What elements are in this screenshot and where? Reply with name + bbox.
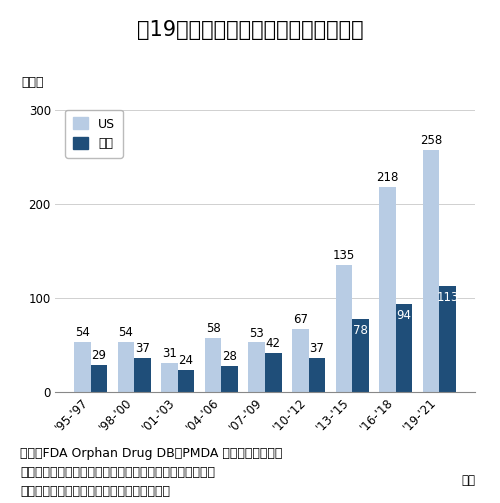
Text: 暦年: 暦年 (461, 474, 475, 487)
Bar (292, 329, 308, 392)
Text: 113: 113 (436, 291, 459, 304)
Text: 29: 29 (92, 349, 106, 362)
Text: 42: 42 (266, 337, 281, 350)
Text: 図19　オーファン指定品目の承認状況: 図19 オーファン指定品目の承認状況 (136, 20, 364, 40)
Bar (308, 358, 325, 392)
Text: 37: 37 (310, 342, 324, 355)
Bar (396, 304, 412, 392)
Text: 78: 78 (353, 323, 368, 337)
Text: 94: 94 (396, 308, 411, 321)
Text: 53: 53 (250, 326, 264, 340)
Text: 54: 54 (75, 326, 90, 339)
Text: 28: 28 (222, 350, 237, 363)
Bar (379, 187, 396, 392)
Text: 135: 135 (333, 249, 355, 263)
Text: 出所：FDA Orphan Drug DB、PMDA 希少疾病用医薬品
　　　指定品目一覧表・希少疾病用再生医療等製品一覧表
　　　をもとに医薬産業政策研究所に: 出所：FDA Orphan Drug DB、PMDA 希少疾病用医薬品 指定品目… (20, 447, 282, 498)
Bar (74, 342, 90, 392)
Bar (440, 286, 456, 392)
Bar (134, 358, 151, 392)
Text: 218: 218 (376, 172, 398, 185)
Text: 67: 67 (293, 313, 308, 326)
Bar (162, 363, 178, 392)
Bar (90, 365, 107, 392)
Text: 258: 258 (420, 134, 442, 147)
Bar (248, 343, 265, 392)
Bar (352, 319, 368, 392)
Legend: US, 日本: US, 日本 (66, 110, 122, 157)
Text: 37: 37 (135, 342, 150, 355)
Bar (205, 338, 222, 392)
Text: 58: 58 (206, 322, 220, 335)
Text: 品目数: 品目数 (22, 76, 44, 89)
Bar (265, 353, 281, 392)
Text: 24: 24 (178, 354, 194, 367)
Bar (178, 370, 194, 392)
Bar (222, 366, 238, 392)
Text: 31: 31 (162, 348, 177, 360)
Text: 54: 54 (118, 326, 134, 339)
Bar (118, 342, 134, 392)
Bar (336, 265, 352, 392)
Bar (423, 149, 440, 392)
